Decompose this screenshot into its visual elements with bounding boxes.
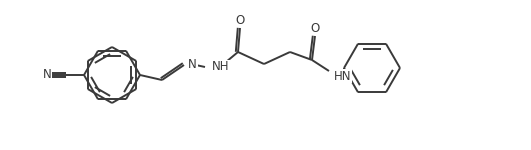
Text: HN: HN <box>334 69 352 82</box>
Text: N: N <box>42 69 52 81</box>
Text: O: O <box>311 21 320 34</box>
Text: O: O <box>235 14 245 27</box>
Text: N: N <box>188 57 197 70</box>
Text: NH: NH <box>212 60 229 74</box>
